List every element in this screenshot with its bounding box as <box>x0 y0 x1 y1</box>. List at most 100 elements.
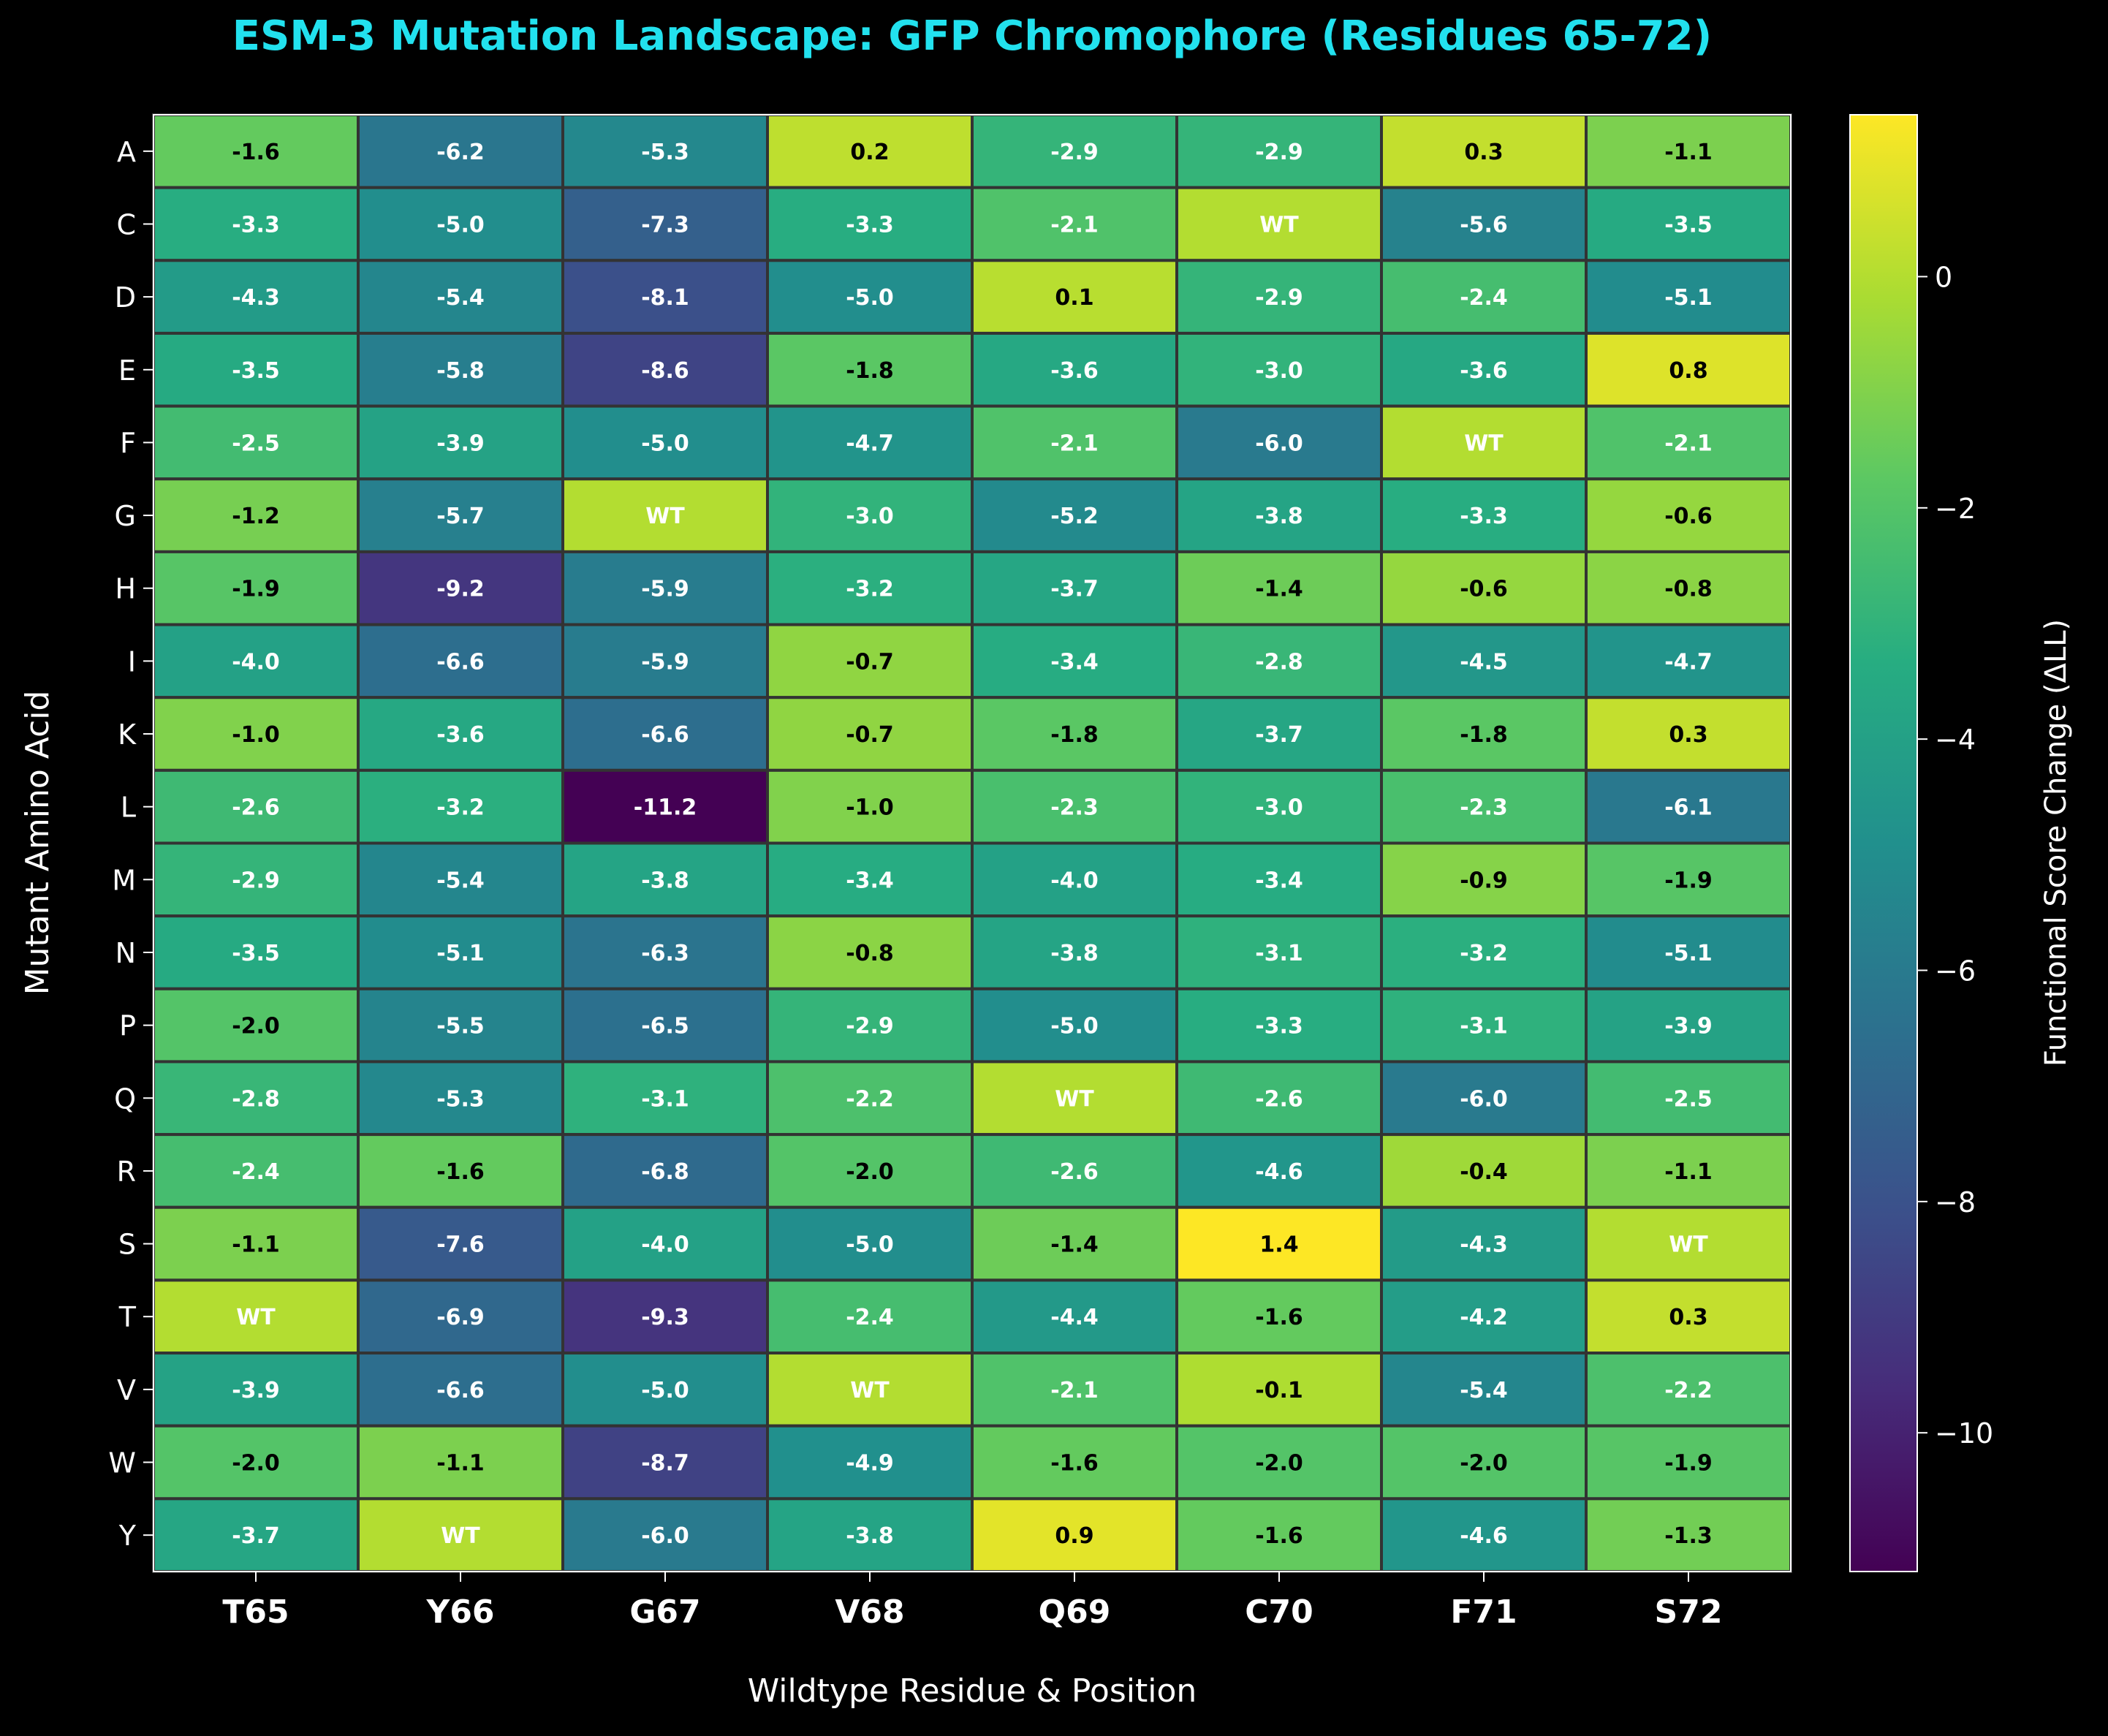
heatmap-cell <box>1585 1205 1792 1282</box>
cell-value-label: -3.3 <box>1255 1014 1303 1039</box>
y-tick-label: D <box>115 281 136 314</box>
heatmap-cell <box>1380 841 1588 918</box>
cell-value-label: -5.0 <box>846 1232 894 1258</box>
heatmap-cell <box>561 113 769 189</box>
heatmap-cell <box>357 550 564 626</box>
cell-value-label: -1.6 <box>436 1159 485 1185</box>
heatmap-cell <box>561 259 769 335</box>
heatmap-cell <box>1380 1497 1588 1574</box>
heatmap-cell <box>766 186 974 262</box>
cell-value-label: -4.6 <box>1460 1523 1508 1549</box>
cell-value-label: -6.9 <box>436 1305 485 1330</box>
y-axis: A C D E F G H I K L M N P Q R S T V W Y <box>108 136 153 1552</box>
cell-value-label: -2.3 <box>1050 795 1099 821</box>
heatmap-cell <box>1175 477 1383 553</box>
heatmap-cell <box>1175 1497 1383 1574</box>
heatmap-cell <box>357 914 564 990</box>
colorbar-tick-label: 0 <box>1935 261 1952 293</box>
cell-value-label: -2.1 <box>1050 431 1099 456</box>
cell-value-label: -3.8 <box>846 1523 894 1549</box>
x-tick-label: S72 <box>1655 1593 1723 1631</box>
cell-value-label: 0.3 <box>1464 140 1503 165</box>
heatmap-cell <box>1380 1060 1588 1137</box>
heatmap-cell <box>357 259 564 335</box>
cell-value-label: -4.7 <box>846 431 894 456</box>
heatmap-cell <box>1380 1352 1588 1428</box>
heatmap-cell <box>152 914 360 990</box>
heatmap-cell <box>971 914 1178 990</box>
x-tick-label: V68 <box>835 1593 904 1631</box>
cell-value-label: -1.2 <box>232 504 280 529</box>
y-tick-label: K <box>118 719 137 751</box>
cell-value-label: -3.7 <box>1050 577 1099 602</box>
heatmap-cell <box>971 987 1178 1064</box>
cell-value-label: -1.0 <box>232 722 280 748</box>
cell-value-label: -3.4 <box>1255 868 1303 893</box>
heatmap-cell <box>1585 550 1792 626</box>
cell-value-label: 0.1 <box>1055 285 1093 311</box>
cell-value-label: -2.9 <box>1255 140 1303 165</box>
heatmap-cell <box>766 914 974 990</box>
cell-value-label: 1.4 <box>1259 1232 1298 1258</box>
cell-value-label: -1.9 <box>1664 1451 1713 1477</box>
heatmap-cell <box>1175 186 1383 262</box>
cell-value-label: -3.2 <box>846 577 894 602</box>
cell-value-label: -3.0 <box>846 504 894 529</box>
y-tick-label: L <box>121 792 136 824</box>
x-tick-label: F71 <box>1450 1593 1517 1631</box>
cell-value-label: -3.3 <box>232 212 280 238</box>
cell-value-label: -2.1 <box>1050 212 1099 238</box>
cell-value-label: -2.8 <box>232 1086 280 1112</box>
cell-value-label: -4.3 <box>1460 1232 1508 1258</box>
heatmap-cell <box>971 1278 1178 1355</box>
heatmap-cell <box>766 768 974 845</box>
cell-value-label: -6.6 <box>436 1378 485 1403</box>
y-tick-label: P <box>119 1010 136 1042</box>
y-tick-label: G <box>115 500 136 532</box>
heatmap-cell <box>357 1205 564 1282</box>
plot-frame <box>153 114 1792 1572</box>
heatmap-cell <box>1380 623 1588 700</box>
x-axis-label: Wildtype Residue & Position <box>748 1672 1197 1710</box>
colorbar-tick-label: −4 <box>1935 724 1976 756</box>
cell-value-label: -2.4 <box>846 1305 894 1330</box>
heatmap-cell <box>357 1133 564 1209</box>
cell-value-label: -5.0 <box>436 212 485 238</box>
cell-value-label: -2.5 <box>1664 1086 1713 1112</box>
cell-value-label: -5.0 <box>846 285 894 311</box>
cell-value-label: -5.2 <box>1050 504 1099 529</box>
cell-value-label: -3.5 <box>232 941 280 966</box>
heatmap-cell <box>1175 1205 1383 1282</box>
cell-value-label: -5.1 <box>1664 285 1713 311</box>
cell-value-label: -5.0 <box>641 431 689 456</box>
heatmap-cell <box>1585 1352 1792 1428</box>
cell-value-label: -3.1 <box>1460 1014 1508 1039</box>
cell-value-label: -2.5 <box>232 431 280 456</box>
heatmap-cell <box>561 550 769 626</box>
cell-value-label: -1.6 <box>1255 1523 1303 1549</box>
heatmap-cell <box>1585 113 1792 189</box>
heatmap-cell <box>1380 987 1588 1064</box>
cell-value-label: -2.9 <box>1050 140 1099 165</box>
cell-value-label: -3.9 <box>436 431 485 456</box>
cell-value-label: -1.4 <box>1050 1232 1099 1258</box>
cell-value-label: -1.6 <box>1255 1305 1303 1330</box>
cell-value-label: -2.0 <box>1255 1451 1303 1477</box>
cell-value-label: -4.0 <box>641 1232 689 1258</box>
cell-value-label: -8.1 <box>641 285 689 311</box>
y-tick-label: A <box>117 136 136 168</box>
heatmap-cell <box>1380 186 1588 262</box>
heatmap-cell <box>357 186 564 262</box>
plot-area: -1.6 -6.2 -5.3 0.2 -2.9 -2.9 0.3 -1.1 -3.3 -5.0 -7… <box>152 113 1792 1574</box>
heatmap-cell <box>357 1424 564 1501</box>
cell-value-label: -1.6 <box>1050 1451 1099 1477</box>
heatmap-cell <box>561 1133 769 1209</box>
cell-value-label: -3.5 <box>232 358 280 384</box>
cell-value-label: -3.6 <box>1460 358 1508 384</box>
cell-value-label: -2.4 <box>232 1159 280 1185</box>
cell-value-label: -6.0 <box>1460 1086 1508 1112</box>
heatmap-cell <box>152 696 360 772</box>
heatmap-cell <box>561 1205 769 1282</box>
